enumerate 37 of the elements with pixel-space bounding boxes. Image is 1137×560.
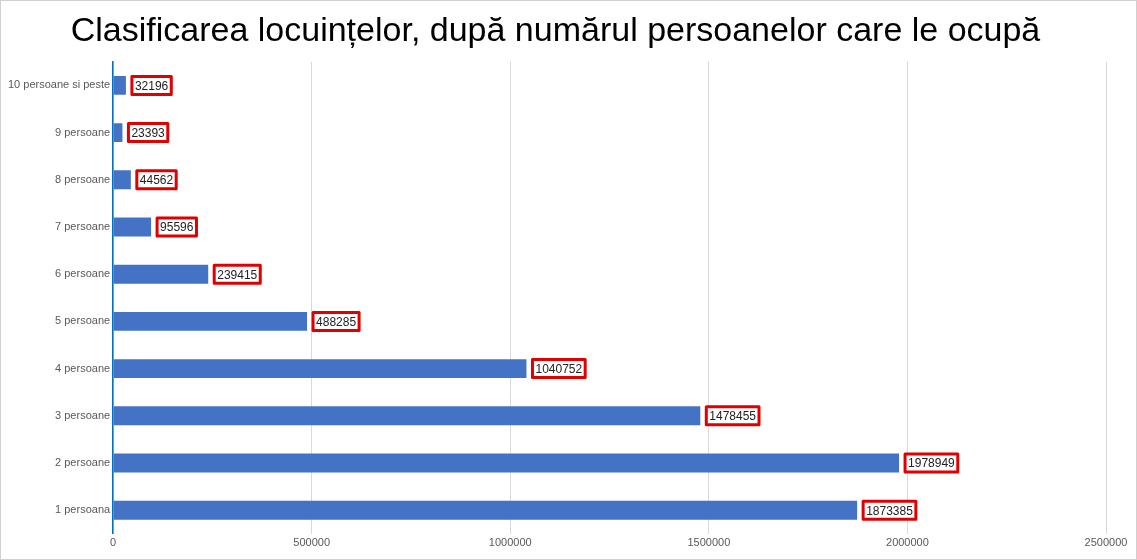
x-tick-label: 2500000 bbox=[1084, 536, 1128, 549]
bar bbox=[113, 311, 308, 331]
y-tick-label: 8 persoane bbox=[55, 172, 111, 185]
bar bbox=[113, 123, 123, 143]
y-tick-label: 2 persoane bbox=[55, 456, 111, 469]
chart-title: Clasificarea locuințelor, după numărul persoanelor care le ocupă bbox=[70, 9, 1041, 48]
x-tick-label: 1000000 bbox=[488, 536, 532, 549]
data-label: 1978949 bbox=[908, 456, 956, 471]
data-label: 239415 bbox=[217, 267, 258, 282]
y-tick-label: 9 persoane bbox=[55, 125, 111, 138]
bar bbox=[113, 453, 900, 473]
data-label: 95596 bbox=[160, 220, 194, 235]
data-label: 23393 bbox=[131, 125, 166, 140]
x-tick-label: 2000000 bbox=[886, 536, 929, 549]
bar bbox=[113, 500, 858, 520]
bar bbox=[113, 170, 131, 190]
y-tick-label: 1 persoana bbox=[55, 503, 111, 516]
data-label: 1478455 bbox=[709, 409, 757, 424]
y-tick-label: 7 persoane bbox=[55, 220, 111, 233]
x-tick-label: 0 bbox=[110, 536, 117, 549]
bar bbox=[113, 359, 527, 379]
y-tick-label: 6 persoane bbox=[55, 267, 111, 280]
data-label: 44562 bbox=[139, 173, 174, 188]
y-tick-label: 4 persoane bbox=[55, 361, 111, 374]
y-tick-label: 3 persoane bbox=[55, 408, 111, 421]
bar bbox=[113, 406, 701, 426]
data-label: 1873385 bbox=[866, 503, 914, 518]
bar bbox=[113, 217, 152, 237]
data-label: 32196 bbox=[134, 78, 169, 93]
bar bbox=[113, 264, 209, 284]
bar bbox=[113, 75, 126, 95]
x-tick-label: 1500000 bbox=[687, 536, 731, 549]
data-label: 488285 bbox=[316, 314, 357, 329]
y-tick-label: 5 persoane bbox=[55, 314, 111, 327]
data-label: 1040752 bbox=[535, 361, 583, 376]
y-tick-label: 10 persoane si peste bbox=[7, 78, 111, 91]
x-tick-label: 500000 bbox=[293, 536, 331, 549]
